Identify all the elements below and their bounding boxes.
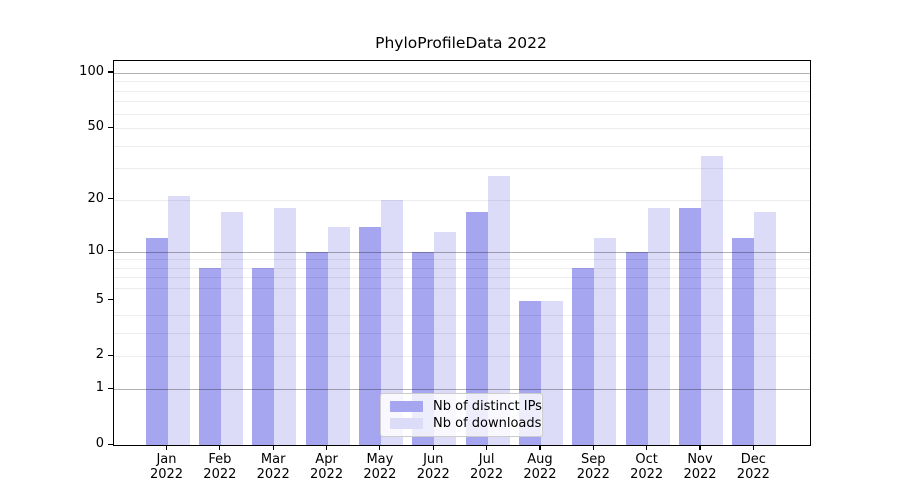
legend-swatch-downloads: [390, 418, 423, 429]
y-tick-label: 0: [95, 436, 104, 451]
legend-swatch-distinct-ips: [390, 401, 423, 412]
minor-gridline: [114, 101, 810, 103]
x-tick-label: Jun 2022: [416, 452, 450, 482]
y-tick: [108, 443, 113, 445]
x-tick: [272, 445, 274, 450]
minor-gridline: [114, 315, 810, 317]
x-tick: [432, 445, 434, 450]
y-tick: [108, 198, 113, 200]
y-tick-label: 5: [95, 291, 104, 307]
y-tick: [108, 299, 113, 301]
plot-area: Nb of distinct IPs Nb of downloads: [113, 60, 811, 446]
y-tick-label: 100: [79, 63, 104, 79]
x-tick-label: Apr 2022: [310, 452, 344, 482]
minor-gridline: [114, 145, 810, 147]
minor-gridline: [114, 277, 810, 279]
y-tick: [108, 354, 113, 357]
x-tick-label: Aug 2022: [523, 452, 557, 482]
minor-gridline: [114, 259, 810, 261]
bar-downloads: [701, 156, 723, 445]
x-tick: [539, 445, 541, 450]
x-tick: [646, 445, 648, 450]
x-tick-label: Nov 2022: [683, 452, 717, 482]
grid-layer: [114, 61, 810, 445]
y-tick-label: 2: [95, 347, 104, 363]
minor-gridline: [114, 128, 810, 130]
minor-gridline: [114, 113, 810, 115]
y-tick: [108, 387, 113, 389]
minor-gridline: [114, 90, 810, 92]
legend: Nb of distinct IPs Nb of downloads: [380, 393, 543, 437]
minor-gridline: [114, 267, 810, 269]
bar-downloads: [167, 195, 190, 445]
x-tick-label: Dec 2022: [736, 452, 770, 482]
y-tick-label: 1: [95, 380, 104, 396]
bar-downloads: [487, 176, 510, 445]
x-tick: [325, 445, 328, 450]
bar-downloads: [754, 212, 777, 445]
bar-downloads: [380, 199, 403, 445]
y-tick-label: 10: [87, 242, 104, 258]
y-tick: [108, 250, 113, 252]
bar-downloads: [434, 232, 457, 445]
major-gridline: [114, 251, 810, 253]
bar-distinct-ips: [145, 238, 168, 445]
bar-downloads: [274, 207, 297, 445]
bar-downloads: [647, 207, 670, 445]
bar-distinct-ips: [625, 251, 648, 445]
x-tick-label: Jul 2022: [470, 452, 504, 482]
legend-label: Nb of distinct IPs: [433, 398, 542, 414]
x-tick: [379, 445, 381, 450]
legend-label: Nb of downloads: [433, 415, 542, 431]
bar-downloads: [327, 226, 350, 445]
x-tick-label: Oct 2022: [630, 452, 664, 482]
major-gridline: [114, 389, 810, 391]
x-tick-label: Mar 2022: [256, 452, 290, 482]
x-tick-label: Feb 2022: [203, 452, 237, 482]
bar-distinct-ips: [679, 207, 701, 445]
minor-gridline: [114, 333, 810, 335]
y-tick-label: 50: [87, 119, 104, 135]
minor-gridline: [114, 199, 810, 201]
bar-distinct-ips: [732, 238, 755, 445]
y-tick: [108, 126, 113, 128]
legend-row: Nb of downloads: [390, 416, 541, 432]
x-tick: [699, 445, 701, 450]
x-tick-label: Sep 2022: [576, 452, 610, 482]
x-tick-label: Jan 2022: [149, 452, 184, 482]
bar-downloads: [594, 238, 617, 445]
x-tick: [165, 445, 168, 450]
minor-gridline: [114, 288, 810, 290]
bar-downloads: [540, 300, 563, 445]
legend-row: Nb of distinct IPs: [390, 399, 542, 415]
y-tick-label: 20: [87, 190, 104, 206]
x-tick-label: May 2022: [363, 452, 397, 482]
x-tick: [486, 445, 488, 450]
bar-distinct-ips: [465, 212, 488, 445]
bar-distinct-ips: [358, 226, 381, 445]
minor-gridline: [114, 81, 810, 83]
x-tick: [219, 445, 221, 450]
bars-layer: [114, 61, 810, 445]
bar-downloads: [220, 212, 243, 445]
major-gridline: [114, 72, 810, 74]
minor-gridline: [114, 168, 810, 170]
x-tick: [752, 445, 754, 450]
y-tick: [108, 71, 113, 73]
x-tick: [592, 445, 594, 450]
minor-gridline: [114, 356, 810, 358]
chart-title: PhyloProfileData 2022: [375, 34, 547, 52]
bar-distinct-ips: [305, 251, 328, 445]
